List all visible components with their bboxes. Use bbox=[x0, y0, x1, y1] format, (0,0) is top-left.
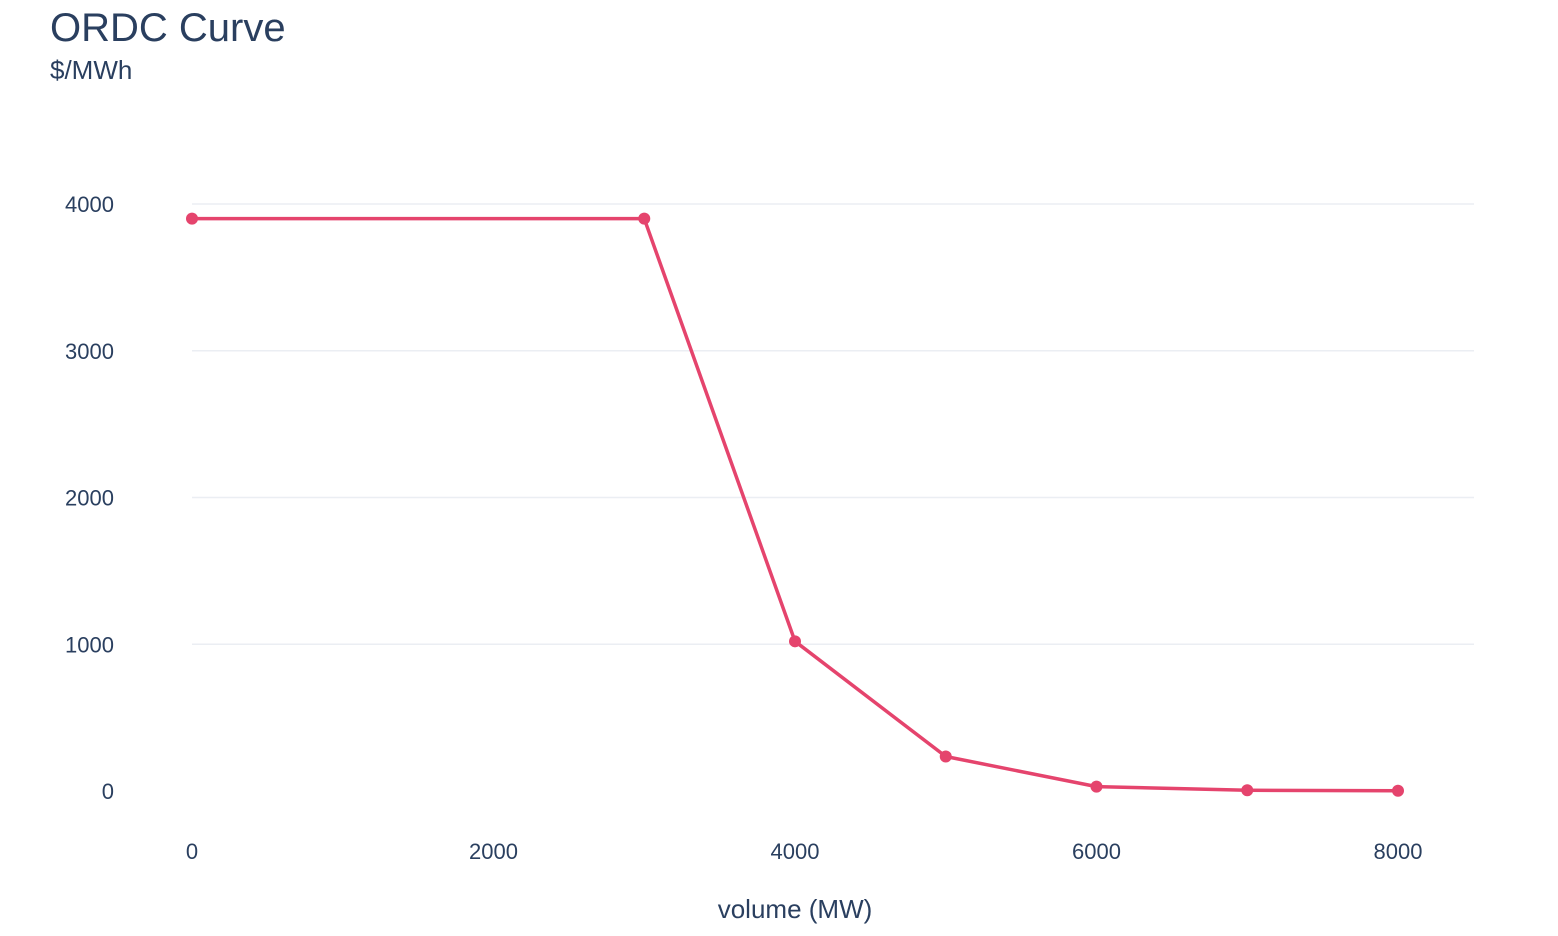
x-tick-label: 8000 bbox=[1374, 839, 1423, 864]
x-tick-label: 4000 bbox=[771, 839, 820, 864]
chart-subtitle: $/MWh bbox=[50, 55, 133, 85]
data-point[interactable] bbox=[638, 212, 651, 225]
x-axis-ticks: 0 2000 4000 6000 8000 bbox=[186, 839, 1423, 864]
data-point[interactable] bbox=[789, 635, 801, 648]
y-tick-label: 2000 bbox=[65, 486, 114, 511]
x-tick-label: 0 bbox=[186, 839, 198, 864]
x-tick-label: 6000 bbox=[1072, 839, 1121, 864]
y-axis-ticks: 0 1000 2000 3000 4000 bbox=[65, 192, 114, 804]
y-tick-label: 0 bbox=[102, 779, 114, 804]
y-tick-label: 4000 bbox=[65, 192, 114, 217]
data-point[interactable] bbox=[939, 750, 952, 763]
data-point[interactable] bbox=[1090, 780, 1103, 793]
x-tick-label: 2000 bbox=[469, 839, 518, 864]
x-axis-title: volume (MW) bbox=[718, 894, 873, 924]
y-tick-label: 3000 bbox=[65, 339, 114, 364]
data-point[interactable] bbox=[1392, 784, 1404, 797]
chart-title: ORDC Curve bbox=[50, 6, 286, 50]
gridlines bbox=[192, 203, 1474, 645]
series-line bbox=[192, 216, 1399, 793]
data-point[interactable] bbox=[186, 212, 198, 225]
series-group bbox=[186, 212, 1404, 797]
data-point[interactable] bbox=[1241, 784, 1254, 797]
y-tick-label: 1000 bbox=[65, 632, 114, 657]
